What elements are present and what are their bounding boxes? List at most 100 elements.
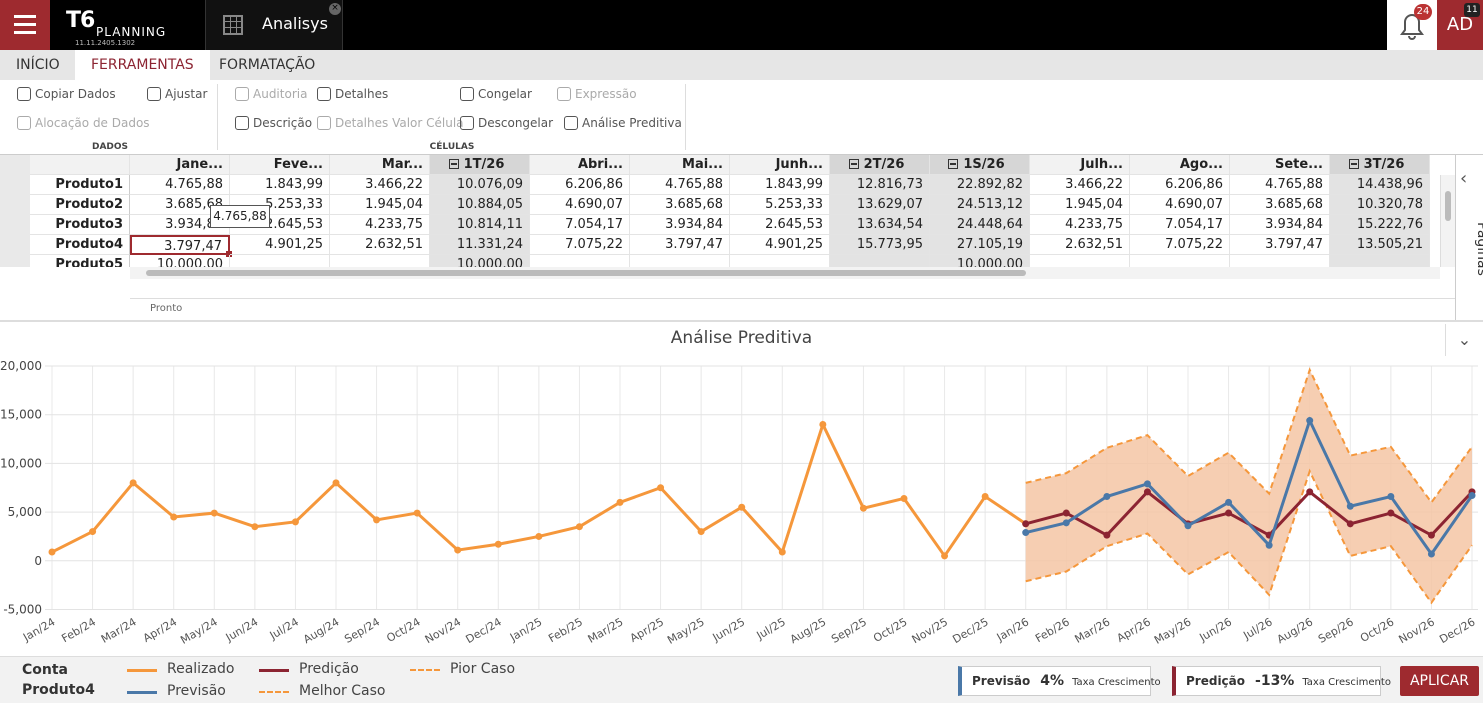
column-header[interactable]: Jane...: [130, 155, 230, 175]
column-header[interactable]: Mar...: [330, 155, 430, 175]
grid-cell[interactable]: 3.685,68: [630, 195, 730, 215]
column-header[interactable]: Feve...: [230, 155, 330, 175]
column-header[interactable]: Sete...: [1230, 155, 1330, 175]
ribbon-button[interactable]: Ajustar: [145, 84, 207, 104]
column-header[interactable]: Mai...: [630, 155, 730, 175]
grid-cell[interactable]: 10.000,00: [930, 255, 1030, 267]
grid-cell[interactable]: 13.634,54: [830, 215, 930, 235]
grid-cell[interactable]: 5.253,33: [230, 195, 330, 215]
grid-cell[interactable]: 3.466,22: [1030, 175, 1130, 195]
side-panel-toggle[interactable]: ‹: [1460, 168, 1468, 189]
grid-cell[interactable]: [1130, 255, 1230, 267]
ribbon-button[interactable]: Descongelar: [458, 113, 553, 133]
grid-cell[interactable]: 22.892,82: [930, 175, 1030, 195]
grid-cell[interactable]: [830, 255, 930, 267]
grid-cell[interactable]: 27.105,19: [930, 235, 1030, 255]
ribbon-button[interactable]: Congelar: [458, 84, 532, 104]
grid-cell[interactable]: 15.222,76: [1330, 215, 1430, 235]
column-header[interactable]: 3T/26: [1330, 155, 1430, 175]
grid-cell[interactable]: [330, 255, 430, 267]
grid-cell[interactable]: 1.843,99: [230, 175, 330, 195]
grid-cell[interactable]: 7.075,22: [1130, 235, 1230, 255]
grid-cell[interactable]: 7.075,22: [530, 235, 630, 255]
ribbon-button[interactable]: Descrição: [233, 113, 312, 133]
collapse-icon[interactable]: [848, 159, 859, 169]
column-header[interactable]: Ago...: [1130, 155, 1230, 175]
ribbon-button[interactable]: Detalhes: [315, 84, 388, 104]
grid-cell[interactable]: [1330, 255, 1430, 267]
grid-cell[interactable]: 2.632,51: [330, 235, 430, 255]
grid-cell[interactable]: 4.901,25: [230, 235, 330, 255]
grid-cell[interactable]: 1.945,04: [330, 195, 430, 215]
grid-cell[interactable]: 7.054,17: [1130, 215, 1230, 235]
side-panel[interactable]: [1455, 155, 1483, 320]
horizontal-scrollbar[interactable]: [130, 267, 1440, 279]
grid-cell[interactable]: 2.645,53: [230, 215, 330, 235]
grid-cell[interactable]: 10.000,00: [130, 255, 230, 267]
grid-cell[interactable]: 10.076,09: [430, 175, 530, 195]
column-header[interactable]: 2T/26: [830, 155, 930, 175]
ribbon-button[interactable]: Análise Preditiva: [562, 113, 682, 133]
grid-cell[interactable]: 10.320,78: [1330, 195, 1430, 215]
grid-cell[interactable]: 5.253,33: [730, 195, 830, 215]
grid-cell[interactable]: [530, 255, 630, 267]
grid-cell[interactable]: 24.513,12: [930, 195, 1030, 215]
grid-cell[interactable]: 10.814,11: [430, 215, 530, 235]
grid-cell[interactable]: 13.629,07: [830, 195, 930, 215]
ribbon-tab[interactable]: FERRAMENTAS: [75, 50, 210, 80]
grid-cell[interactable]: 10.884,05: [430, 195, 530, 215]
grid-cell[interactable]: 3.466,22: [330, 175, 430, 195]
grid-cell[interactable]: 11.331,24: [430, 235, 530, 255]
grid-cell[interactable]: 1.945,04: [1030, 195, 1130, 215]
grid-cell[interactable]: [1030, 255, 1130, 267]
apply-button[interactable]: APLICAR: [1400, 666, 1479, 696]
collapse-icon[interactable]: [1348, 159, 1359, 169]
vertical-scrollbar[interactable]: [1440, 175, 1455, 267]
grid-cell[interactable]: 3.797,47: [1230, 235, 1330, 255]
grid-cell[interactable]: 4.765,88: [630, 175, 730, 195]
grid-cell[interactable]: 3.685,68: [1230, 195, 1330, 215]
grid-cell[interactable]: 4.690,07: [530, 195, 630, 215]
collapse-chart[interactable]: ⌄: [1445, 324, 1483, 356]
grid-cell[interactable]: 4.765,88: [1230, 175, 1330, 195]
ribbon-tab[interactable]: FORMATAÇÃO: [219, 57, 316, 73]
close-tab[interactable]: ×: [329, 3, 341, 15]
grid-cell[interactable]: 14.438,96: [1330, 175, 1430, 195]
ribbon-tab[interactable]: INÍCIO: [16, 57, 60, 73]
grid-cell[interactable]: 2.632,51: [1030, 235, 1130, 255]
x-tick-label: Apr/26: [1115, 615, 1153, 645]
grid-cell[interactable]: [730, 255, 830, 267]
grid-cell[interactable]: 4.901,25: [730, 235, 830, 255]
x-tick-label: Jan/25: [507, 615, 544, 644]
grid-cell[interactable]: 3.934,84: [1230, 215, 1330, 235]
grid-cell[interactable]: 4.690,07: [1130, 195, 1230, 215]
grid-cell[interactable]: 3.797,47: [630, 235, 730, 255]
column-header[interactable]: Abri...: [530, 155, 630, 175]
column-header[interactable]: 1S/26: [930, 155, 1030, 175]
grid-cell[interactable]: 15.773,95: [830, 235, 930, 255]
grid-cell[interactable]: 24.448,64: [930, 215, 1030, 235]
grid-cell[interactable]: 13.505,21: [1330, 235, 1430, 255]
grid-cell[interactable]: 4.765,88: [130, 175, 230, 195]
grid-cell[interactable]: [630, 255, 730, 267]
grid-cell[interactable]: 6.206,86: [1130, 175, 1230, 195]
grid-cell[interactable]: 2.645,53: [730, 215, 830, 235]
grid-cell[interactable]: [1230, 255, 1330, 267]
column-header[interactable]: Junh...: [730, 155, 830, 175]
grid-cell[interactable]: 12.816,73: [830, 175, 930, 195]
collapse-icon[interactable]: [448, 159, 459, 169]
ribbon-button[interactable]: Copiar Dados: [15, 84, 116, 104]
grid-cell[interactable]: 10.000,00: [430, 255, 530, 267]
grid-cell[interactable]: 7.054,17: [530, 215, 630, 235]
grid-cell[interactable]: [230, 255, 330, 267]
column-header[interactable]: Julh...: [1030, 155, 1130, 175]
grid-cell[interactable]: 3.934,84: [630, 215, 730, 235]
grid-cell[interactable]: 4.233,75: [1030, 215, 1130, 235]
grid-cell[interactable]: 1.843,99: [730, 175, 830, 195]
menu-button[interactable]: [0, 0, 50, 50]
collapse-icon[interactable]: [948, 159, 959, 169]
grid-cell[interactable]: 3.797,47: [130, 235, 230, 255]
column-header[interactable]: 1T/26: [430, 155, 530, 175]
grid-cell[interactable]: 6.206,86: [530, 175, 630, 195]
grid-cell[interactable]: 4.233,75: [330, 215, 430, 235]
